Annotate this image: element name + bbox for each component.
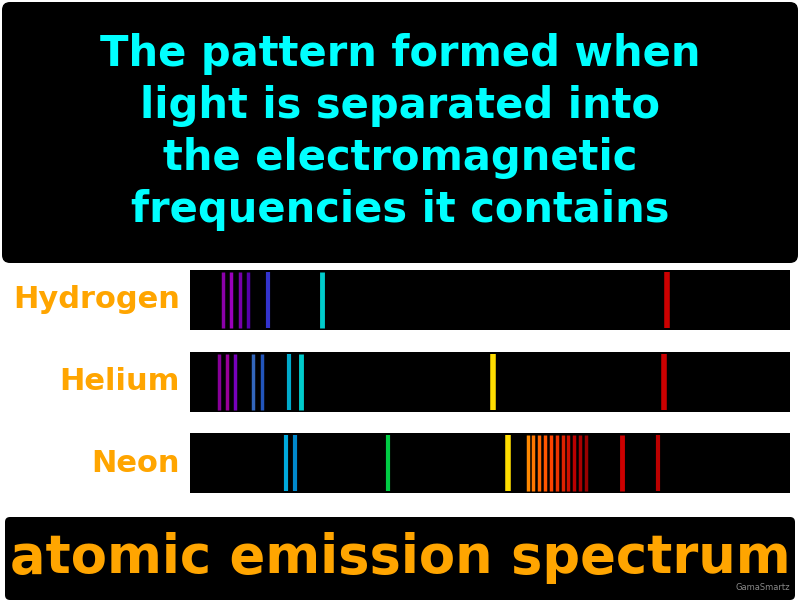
Text: GamaSmartz: GamaSmartz [735,583,790,592]
Bar [190,270,790,330]
Text: Hydrogen: Hydrogen [13,286,180,314]
Text: Neon: Neon [91,449,180,478]
Bar [190,433,790,493]
FancyBboxPatch shape [5,517,795,600]
Bar [190,352,790,412]
FancyBboxPatch shape [2,2,798,263]
Text: atomic emission spectrum: atomic emission spectrum [10,532,790,584]
Text: The pattern formed when
light is separated into
the electromagnetic
frequencies : The pattern formed when light is separat… [100,33,700,231]
Text: Helium: Helium [60,367,180,397]
